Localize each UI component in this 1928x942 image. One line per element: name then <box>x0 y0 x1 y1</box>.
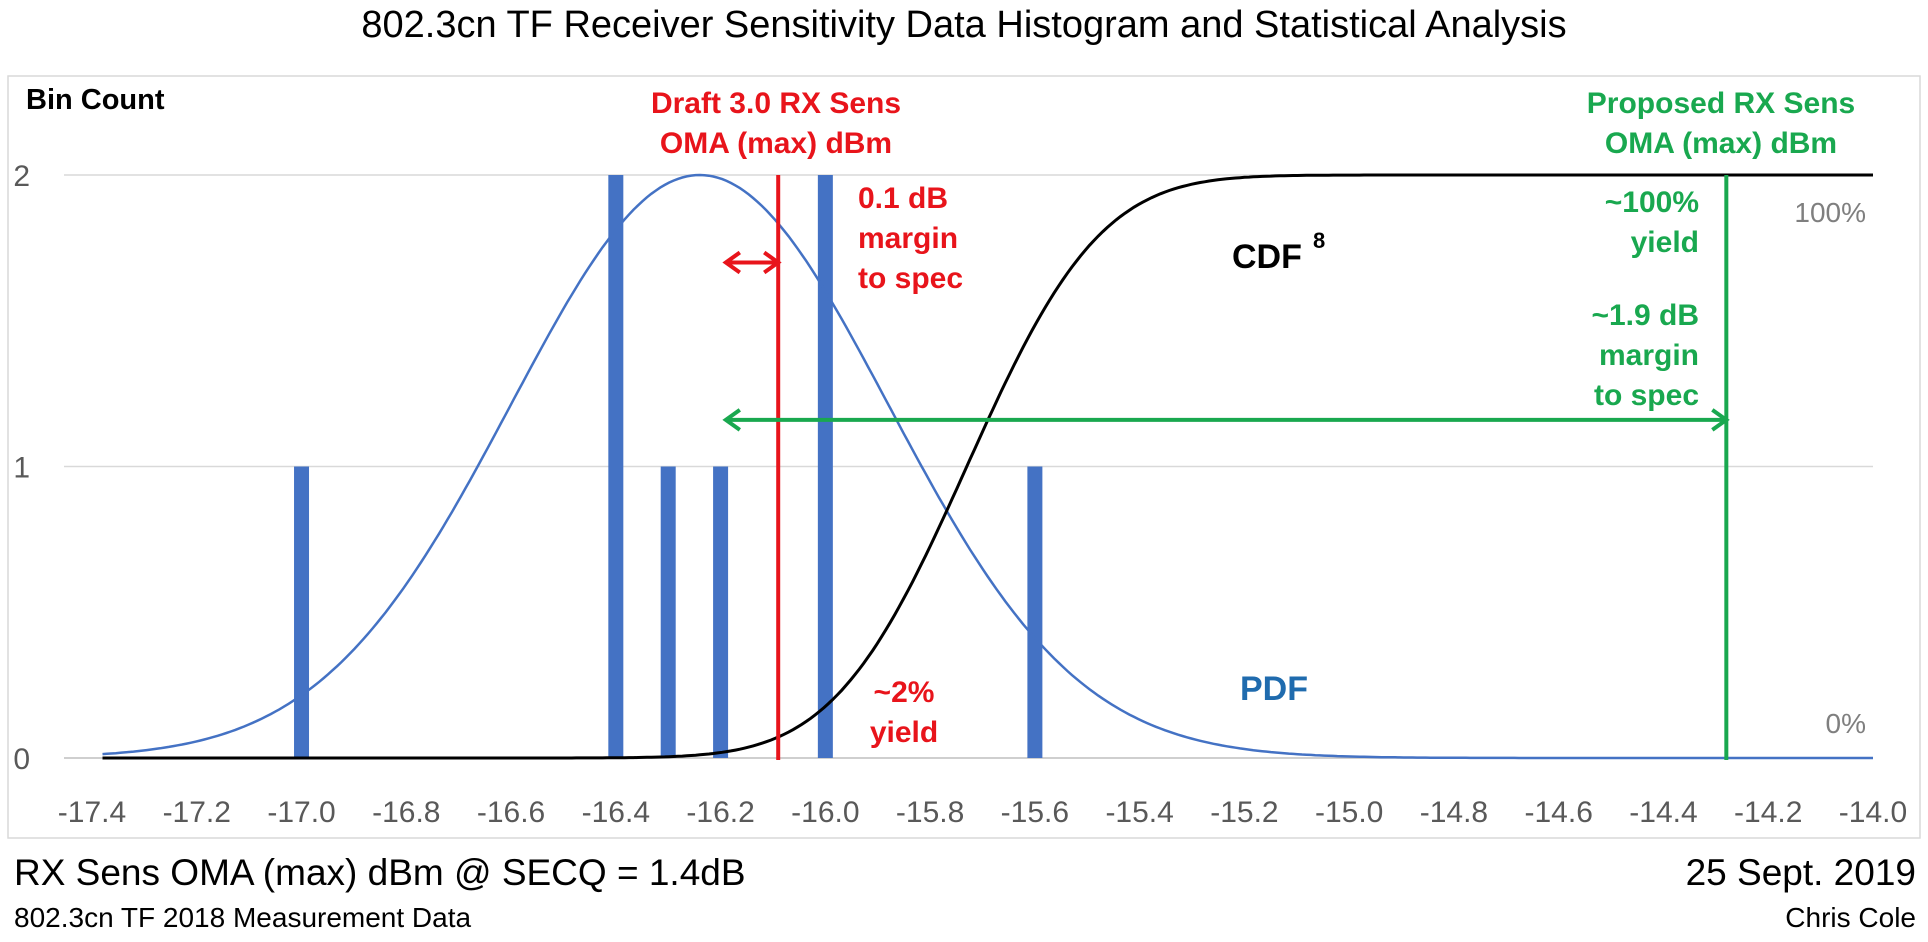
x-tick-label: -15.6 <box>1001 796 1069 829</box>
draft-spec-title: Draft 3.0 RX Sens <box>651 87 901 120</box>
proposed-margin-label: margin <box>1599 339 1699 372</box>
x-tick-label: -17.4 <box>58 796 126 829</box>
x-tick-label: -17.2 <box>163 796 231 829</box>
proposed-spec-title: Proposed RX Sens <box>1587 87 1855 120</box>
histogram-bar <box>660 466 676 758</box>
histogram-bar <box>294 466 310 758</box>
y-tick-label: 1 <box>13 452 30 485</box>
x-tick-label: -16.6 <box>477 796 545 829</box>
pdf-label: PDF <box>1240 670 1308 708</box>
proposed-margin-label: to spec <box>1594 379 1699 412</box>
x-axis-label: RX Sens OMA (max) dBm @ SECQ = 1.4dB <box>14 852 746 893</box>
proposed-yield-label: yield <box>1631 226 1699 259</box>
y-ticks: 0 1 2 Bin Count <box>13 84 165 776</box>
proposed-spec-title: OMA (max) dBm <box>1605 127 1837 160</box>
draft-spec-title: OMA (max) dBm <box>660 127 892 160</box>
gridlines <box>64 174 1873 759</box>
draft-margin-label: 0.1 dB <box>858 182 948 215</box>
histogram-bar <box>608 175 624 758</box>
y-tick-label: 0 <box>13 743 30 776</box>
histogram-bar <box>1027 466 1043 758</box>
draft-margin-arrow-head-right <box>763 250 782 275</box>
cdf-superscript: 8 <box>1313 228 1325 253</box>
x-ticks: -17.4 -17.2 -17.0 -16.8 -16.6 -16.4 -16.2 -16.0… <box>58 796 1907 829</box>
cdf-label: CDF <box>1232 238 1302 276</box>
x-tick-label: -14.4 <box>1629 796 1697 829</box>
bars-group <box>294 175 1043 758</box>
y-axis-label: Bin Count <box>26 84 165 116</box>
x-tick-label: -14.2 <box>1734 796 1802 829</box>
x-tick-label: -14.8 <box>1420 796 1488 829</box>
author-label: Chris Cole <box>1785 902 1916 933</box>
pdf-curve <box>102 173 1873 760</box>
proposed-margin-arrow-head-right <box>1711 408 1730 432</box>
pct-bottom-label: 0% <box>1826 708 1866 739</box>
x-tick-label: -16.2 <box>686 796 754 829</box>
x-tick-label: -16.4 <box>582 796 650 829</box>
chart-title: 802.3cn TF Receiver Sensitivity Data His… <box>361 4 1567 46</box>
x-tick-label: -16.0 <box>791 796 859 829</box>
x-tick-label: -14.6 <box>1525 796 1593 829</box>
y-tick-label: 2 <box>13 160 30 193</box>
x-tick-label: -15.4 <box>1105 796 1173 829</box>
draft-margin-arrow-head-left <box>722 250 741 275</box>
draft-margin-label: margin <box>858 222 958 255</box>
x-tick-label: -14.0 <box>1839 796 1907 829</box>
proposed-yield-label: ~100% <box>1605 186 1699 219</box>
subtitle: 802.3cn TF 2018 Measurement Data <box>14 902 472 933</box>
draft-yield-label: yield <box>870 716 938 749</box>
histogram-bar <box>713 466 729 758</box>
pct-top-label: 100% <box>1794 197 1866 228</box>
draft-margin-label: to spec <box>858 262 963 295</box>
x-tick-label: -15.2 <box>1210 796 1278 829</box>
x-tick-label: -16.8 <box>372 796 440 829</box>
plot-frame <box>7 75 1921 839</box>
annotations: CDF 8 PDF 100% 0% Draft 3.0 RX Sens OMA (max) … <box>651 87 1866 760</box>
draft-yield-label: ~2% <box>874 676 935 709</box>
x-tick-label: -15.8 <box>896 796 964 829</box>
x-tick-label: -15.0 <box>1315 796 1383 829</box>
date-label: 25 Sept. 2019 <box>1685 852 1916 893</box>
x-tick-label: -17.0 <box>267 796 335 829</box>
histogram-bar <box>817 175 833 758</box>
proposed-margin-label: ~1.9 dB <box>1591 299 1699 332</box>
proposed-margin-arrow-head-left <box>722 408 741 432</box>
